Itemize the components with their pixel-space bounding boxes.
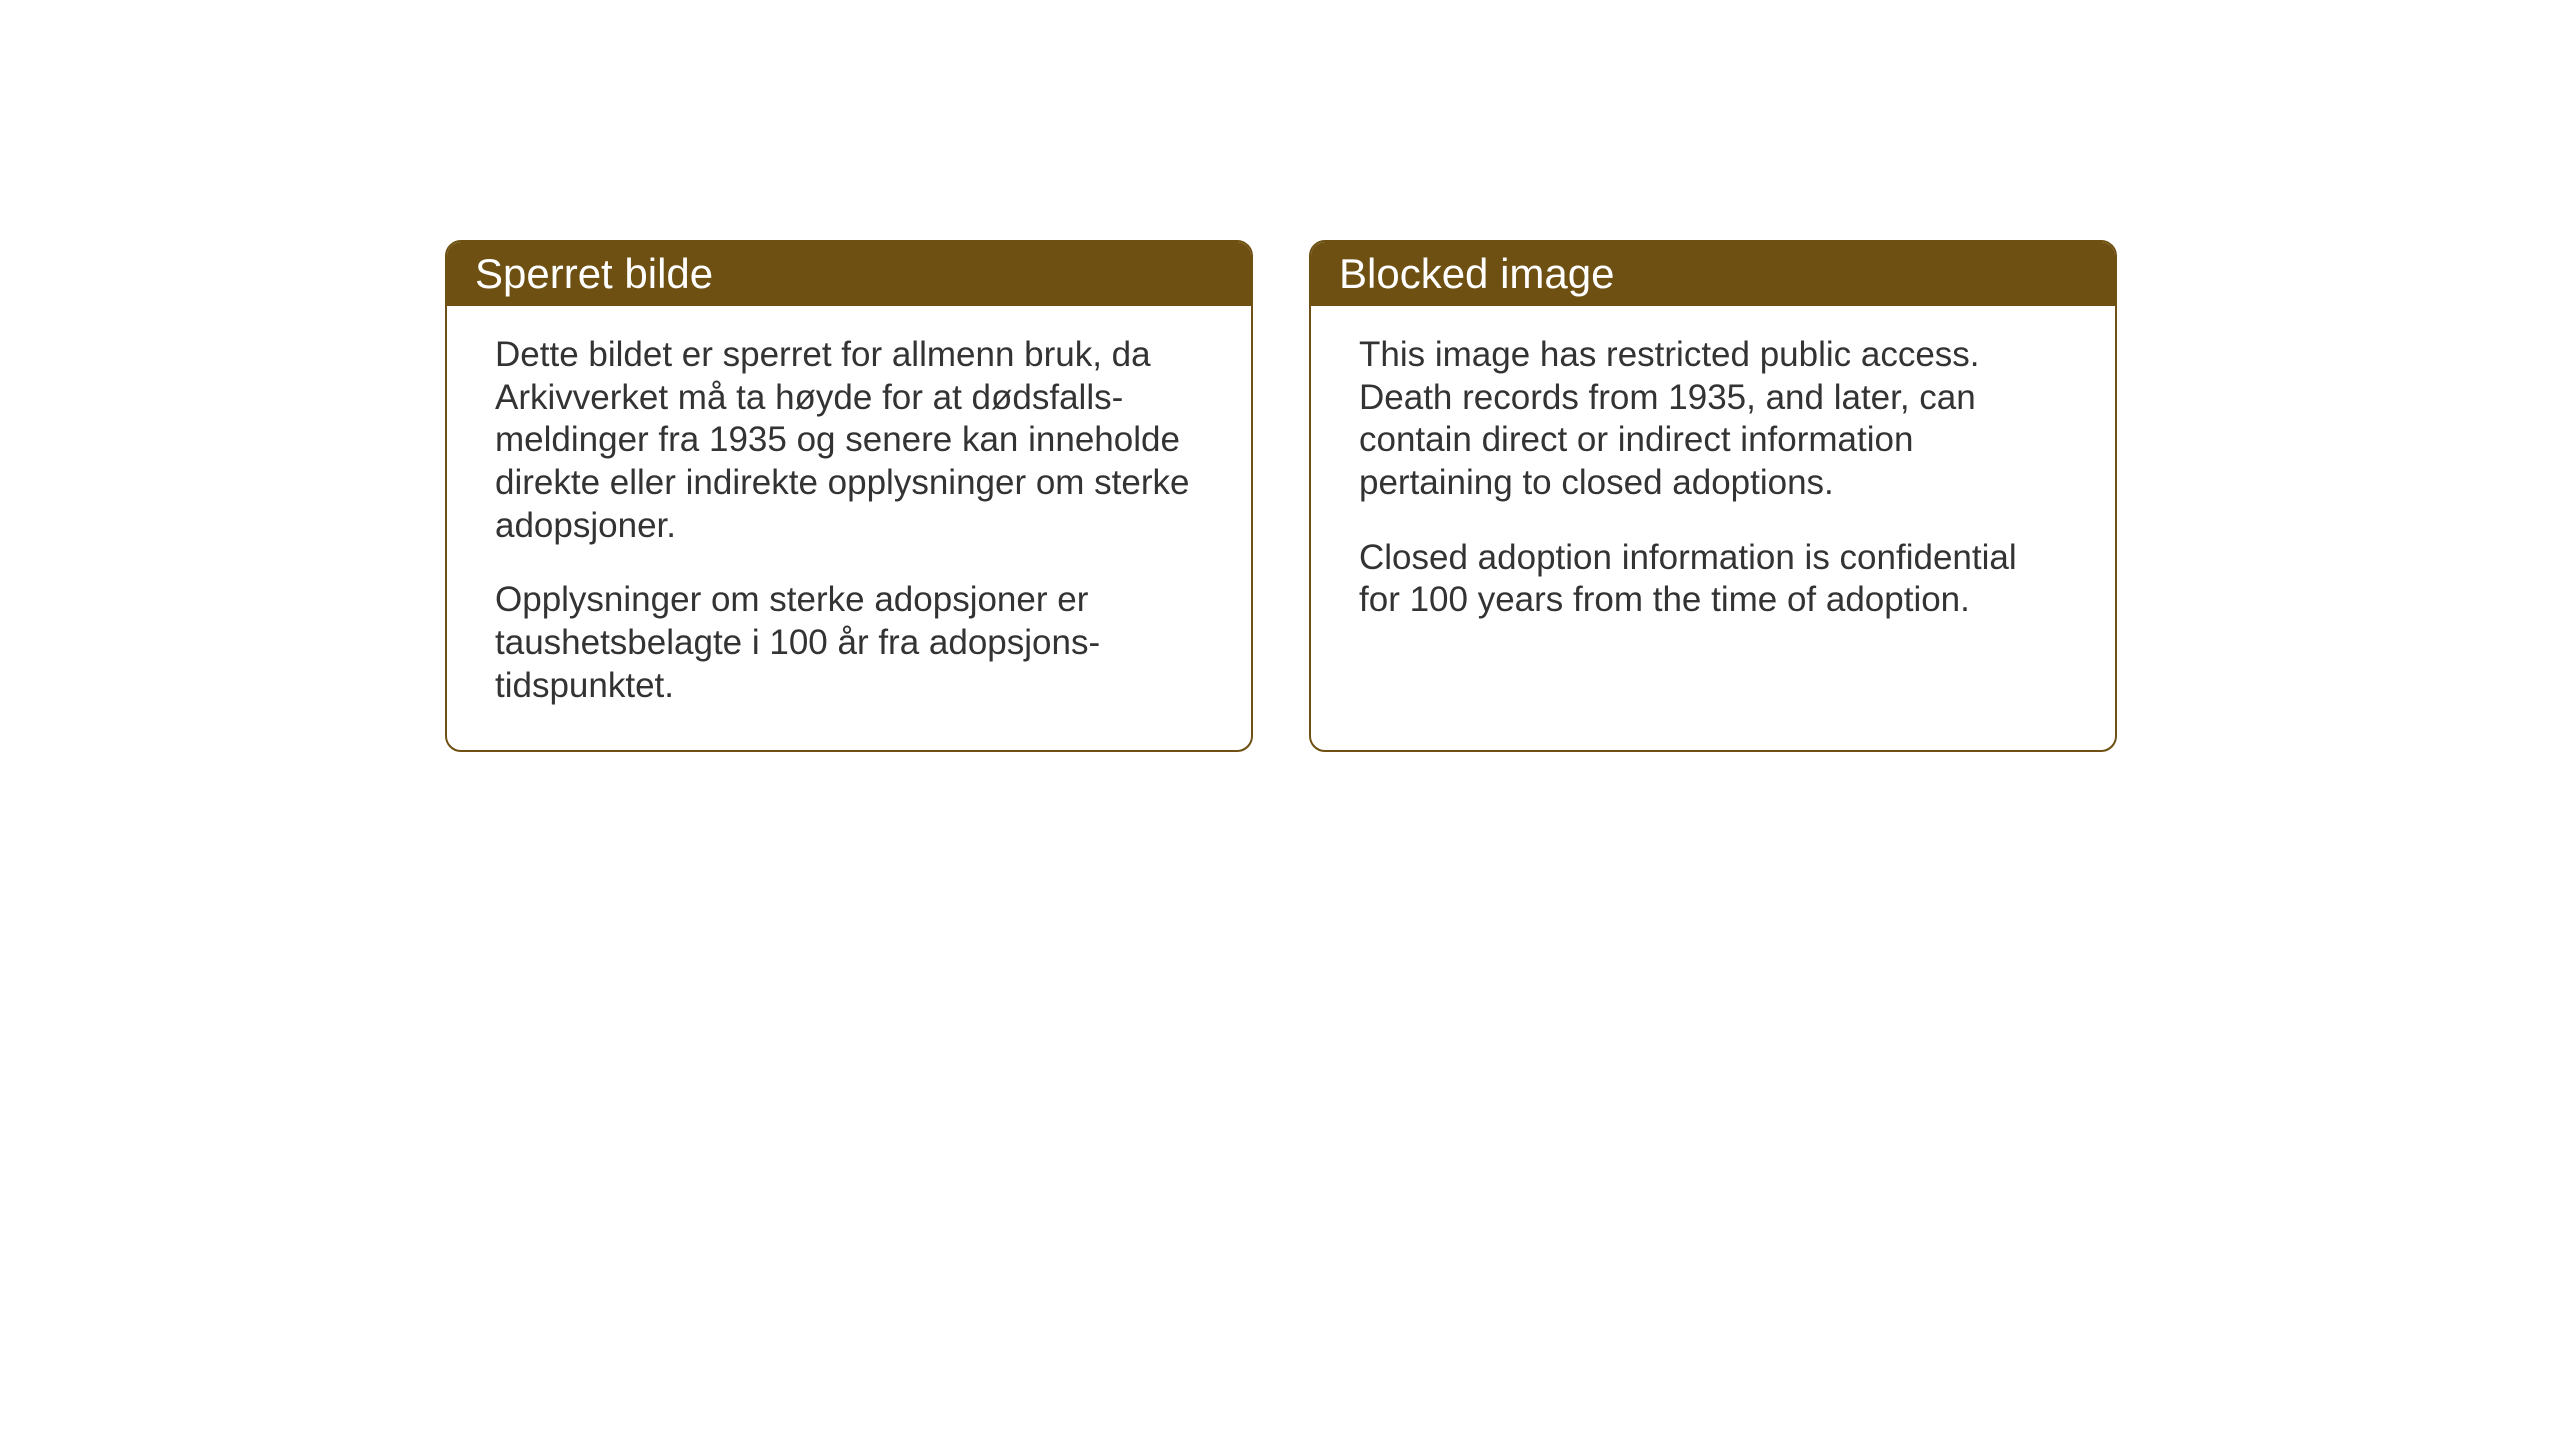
norwegian-paragraph-1: Dette bildet er sperret for allmenn bruk… [495, 334, 1203, 547]
norwegian-card: Sperret bilde Dette bildet er sperret fo… [445, 240, 1253, 752]
english-card-body: This image has restricted public access.… [1311, 306, 2115, 664]
english-card: Blocked image This image has restricted … [1309, 240, 2117, 752]
english-paragraph-1: This image has restricted public access.… [1359, 334, 2067, 505]
norwegian-paragraph-2: Opplysninger om sterke adopsjoner er tau… [495, 579, 1203, 707]
cards-container: Sperret bilde Dette bildet er sperret fo… [445, 240, 2117, 752]
english-paragraph-2: Closed adoption information is confident… [1359, 537, 2067, 622]
english-card-title: Blocked image [1311, 242, 2115, 306]
norwegian-card-body: Dette bildet er sperret for allmenn bruk… [447, 306, 1251, 750]
norwegian-card-title: Sperret bilde [447, 242, 1251, 306]
